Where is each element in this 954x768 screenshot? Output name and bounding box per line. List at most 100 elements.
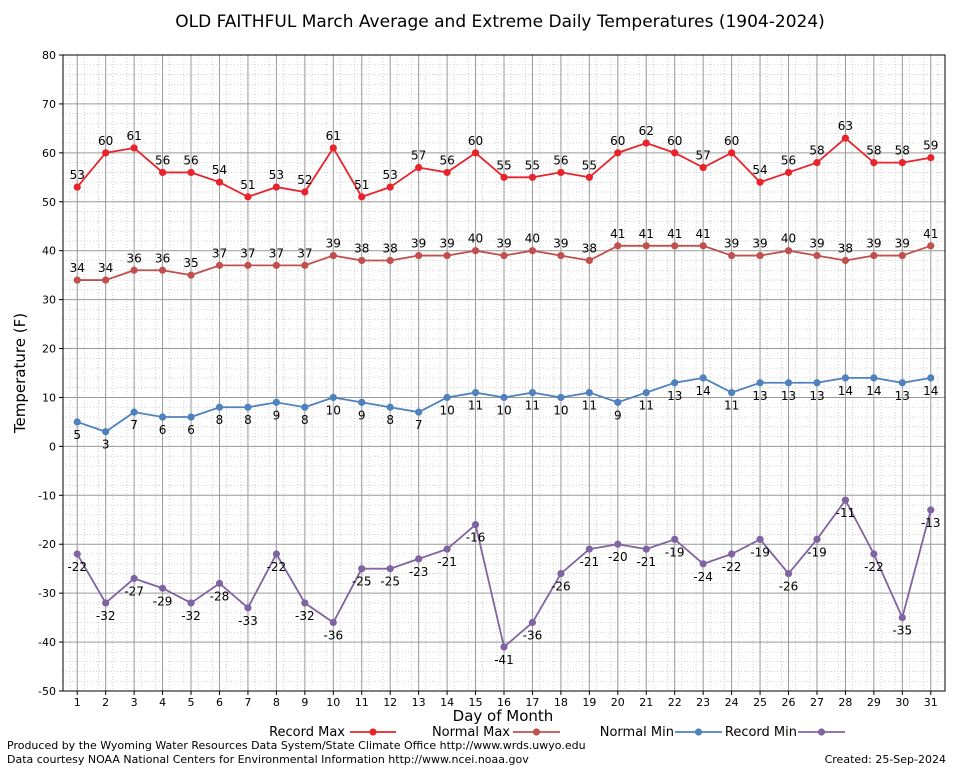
x-tick-label: 4 xyxy=(159,696,166,709)
data-label: 37 xyxy=(297,246,312,260)
data-label: -33 xyxy=(238,614,258,628)
data-label: 36 xyxy=(126,251,141,265)
footer-credit-line-2: Data courtesy NOAA National Centers for … xyxy=(7,753,529,766)
data-label: 54 xyxy=(752,163,767,177)
data-point xyxy=(73,183,81,191)
data-label: -22 xyxy=(864,560,884,574)
data-label: 11 xyxy=(582,399,597,413)
data-point xyxy=(130,144,138,152)
legend-item: Normal Max xyxy=(432,725,560,740)
x-tick-label: 11 xyxy=(355,696,369,709)
x-tick-label: 29 xyxy=(867,696,881,709)
data-point xyxy=(557,393,565,402)
data-point xyxy=(671,535,679,543)
legend-marker xyxy=(532,728,541,736)
data-label: 8 xyxy=(386,413,394,427)
data-point xyxy=(158,584,167,592)
x-tick-label: 14 xyxy=(440,696,454,709)
data-point xyxy=(215,403,224,411)
data-label: -32 xyxy=(96,609,116,623)
data-point xyxy=(671,242,679,250)
y-tick-label: 50 xyxy=(42,196,56,209)
data-label: -19 xyxy=(807,545,827,559)
data-point xyxy=(443,545,451,553)
data-label: 40 xyxy=(525,232,540,246)
data-label: 55 xyxy=(582,158,597,172)
data-label: 60 xyxy=(468,134,483,148)
data-point xyxy=(728,149,736,157)
data-point xyxy=(471,149,480,157)
data-point xyxy=(500,251,508,260)
x-tick-label: 31 xyxy=(924,696,938,709)
data-point xyxy=(699,163,707,172)
data-point xyxy=(614,242,622,250)
y-tick-label: 40 xyxy=(42,245,56,258)
created-date: Created: 25-Sep-2024 xyxy=(825,753,946,766)
data-point xyxy=(585,256,593,265)
data-label: 14 xyxy=(838,384,853,398)
footer-credit-line-1: Produced by the Wyoming Water Resources … xyxy=(7,739,586,752)
data-point xyxy=(272,261,280,269)
data-point xyxy=(329,251,337,260)
x-tick-label: 6 xyxy=(216,696,223,709)
data-label: 62 xyxy=(639,124,654,138)
data-point xyxy=(415,555,423,563)
data-point xyxy=(642,139,650,147)
y-tick-label: 70 xyxy=(42,98,56,111)
data-point xyxy=(215,261,224,269)
data-point xyxy=(244,261,252,269)
data-point xyxy=(927,242,935,250)
series-record-max: 53 60 61 56 56 54 51 53 52 61 51 53 57 56 60 55 55 56 55 60… xyxy=(70,119,938,201)
data-point xyxy=(614,149,622,157)
legend-marker xyxy=(694,728,703,736)
data-label: 11 xyxy=(468,399,483,413)
legend: Record Max Normal Max Normal Min Record Min xyxy=(269,725,845,740)
data-point xyxy=(358,256,366,265)
data-point xyxy=(215,178,224,186)
data-point xyxy=(898,614,906,622)
data-point xyxy=(699,242,707,250)
data-point xyxy=(272,183,280,191)
data-point xyxy=(500,643,508,651)
data-label: 13 xyxy=(809,389,824,403)
y-tick-label: 60 xyxy=(42,147,56,160)
data-point xyxy=(728,550,736,558)
data-label: 51 xyxy=(240,178,255,192)
data-point xyxy=(898,159,906,167)
x-tick-label: 10 xyxy=(326,696,340,709)
data-point xyxy=(756,251,764,260)
data-label: -25 xyxy=(352,575,372,589)
data-label: 39 xyxy=(439,237,454,251)
data-point xyxy=(415,163,423,172)
data-label: -23 xyxy=(409,565,429,579)
data-label: 61 xyxy=(126,129,141,143)
data-label: 37 xyxy=(269,246,284,260)
x-tick-label: 28 xyxy=(838,696,852,709)
data-point xyxy=(102,149,110,157)
x-tick-label: 1 xyxy=(74,696,81,709)
data-label: 52 xyxy=(297,173,312,187)
data-point xyxy=(443,393,451,402)
data-point xyxy=(187,413,195,421)
data-point xyxy=(642,388,650,397)
data-label: -27 xyxy=(124,584,144,598)
data-label: 37 xyxy=(212,246,227,260)
data-label: -32 xyxy=(181,609,201,623)
data-label: -13 xyxy=(921,516,941,530)
x-tick-label: 12 xyxy=(383,696,397,709)
y-tick-label: 20 xyxy=(42,343,56,356)
data-point xyxy=(898,251,906,260)
data-label: 41 xyxy=(667,227,682,241)
data-label: 63 xyxy=(838,119,853,133)
data-point xyxy=(528,388,537,397)
data-point xyxy=(870,374,878,382)
data-label: 14 xyxy=(866,384,881,398)
data-point xyxy=(671,379,679,387)
data-label: 60 xyxy=(610,134,625,148)
data-label: 41 xyxy=(610,227,625,241)
data-label: 10 xyxy=(496,403,511,417)
data-label: 3 xyxy=(102,438,110,452)
y-tick-label: -20 xyxy=(38,538,56,551)
x-tick-label: 27 xyxy=(810,696,824,709)
data-label: 56 xyxy=(155,153,170,167)
